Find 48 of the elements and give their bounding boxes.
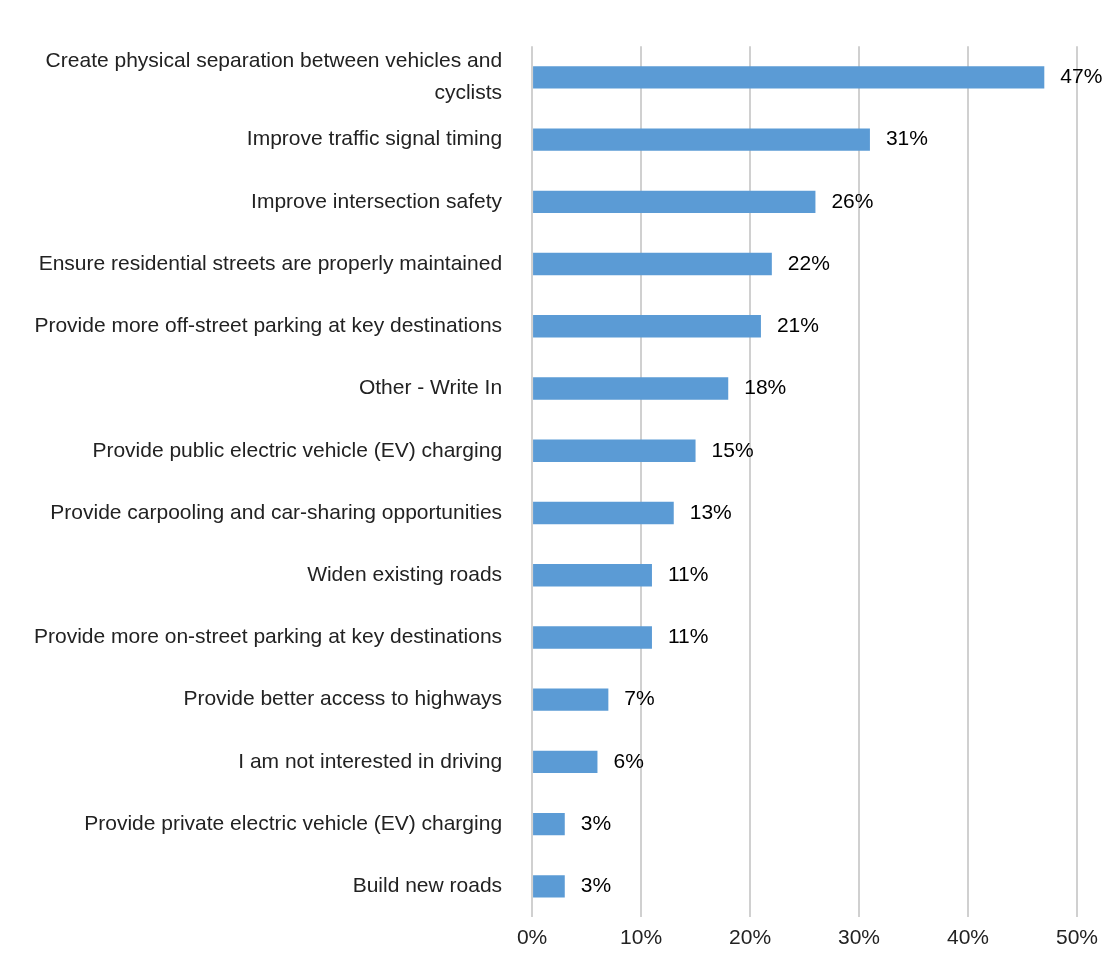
data-label: 18% — [744, 375, 787, 399]
bar — [533, 190, 816, 214]
y-tick-label: Provide better access to highways — [183, 686, 503, 710]
x-tick-label: 0% — [516, 924, 548, 948]
data-label: 11% — [667, 562, 709, 585]
bar — [533, 688, 609, 711]
x-tick-label: 20% — [729, 924, 772, 948]
bar — [533, 128, 870, 151]
y-tick-label: Improve intersection safety — [251, 188, 503, 212]
bar — [533, 750, 598, 774]
data-label: 15% — [711, 437, 754, 461]
y-tick-label: Provide private electric vehicle (EV) charging — [84, 810, 503, 834]
data-label: 47% — [1060, 64, 1103, 88]
data-label: 3% — [580, 873, 612, 897]
bar — [533, 315, 761, 338]
y-tick-label: Provide public electric vehicle (EV) charging — [92, 437, 503, 461]
data-label: 7% — [624, 686, 655, 710]
y-tick-label: Improve traffic signal timing — [246, 126, 503, 150]
x-tick-label: 30% — [838, 924, 881, 948]
bar — [533, 875, 565, 898]
data-label: 31% — [885, 126, 928, 150]
y-tick-label: Build new roads — [352, 873, 503, 897]
bar — [533, 501, 674, 525]
data-label: 3% — [580, 810, 612, 834]
x-tick-label: 40% — [947, 924, 990, 948]
bar — [533, 252, 772, 276]
y-tick-label: Provide more off-street parking at key destinations — [34, 313, 503, 337]
y-tick-label: Ensure residential streets are properly maintained — [38, 250, 503, 274]
bar — [533, 439, 696, 462]
y-tick-label: Widen existing roads — [307, 562, 503, 585]
data-label: 13% — [689, 499, 732, 523]
bar — [533, 564, 652, 587]
data-label: 21% — [776, 313, 819, 337]
y-tick-label: Provide carpooling and car-sharing opportunities — [50, 499, 503, 523]
y-tick-label: Other - Write In — [358, 375, 503, 399]
x-tick-label: 50% — [1055, 924, 1099, 948]
y-tick-label: Create physical separation between vehicles and cyclists — [45, 47, 503, 104]
y-tick-label: Provide more on-street parking at key destinations — [33, 624, 503, 648]
bar — [533, 626, 652, 649]
bar — [533, 66, 1045, 89]
data-label: 22% — [787, 250, 830, 274]
bar — [533, 812, 565, 836]
bar — [533, 377, 729, 400]
data-label: 26% — [831, 188, 874, 212]
data-label: 6% — [613, 748, 644, 772]
data-label: 11% — [667, 624, 709, 648]
y-tick-label: I am not interested in driving — [238, 748, 503, 772]
x-tick-label: 10% — [620, 924, 663, 948]
